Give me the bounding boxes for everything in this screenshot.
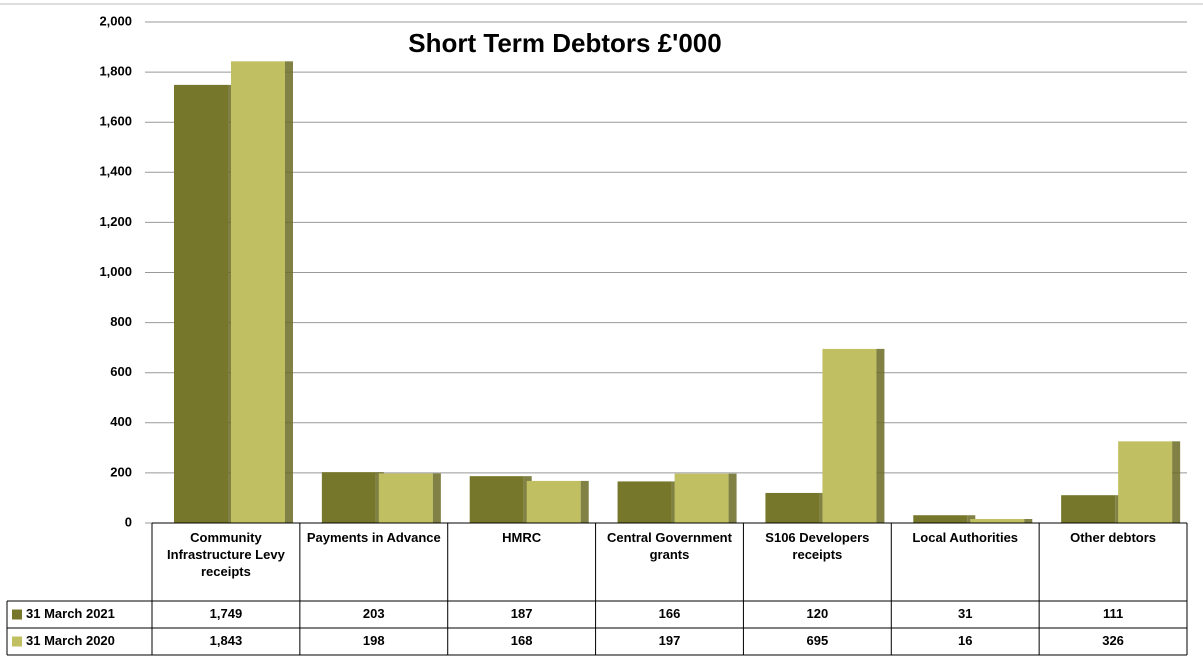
category-cell: S106 Developers receipts bbox=[765, 530, 870, 562]
table-value: 187 bbox=[511, 606, 533, 621]
chart-title: Short Term Debtors £'000 bbox=[408, 28, 721, 58]
x-tick-label: Payments in Advance bbox=[306, 530, 441, 545]
x-tick-label: Other debtors bbox=[1070, 530, 1157, 545]
bar-side bbox=[876, 348, 885, 523]
bar-side bbox=[1172, 441, 1181, 523]
legend-swatch bbox=[12, 609, 22, 620]
y-tick-label: 2,000 bbox=[99, 13, 132, 28]
bar bbox=[469, 476, 524, 523]
legend-swatch bbox=[12, 636, 22, 647]
table-value: 120 bbox=[807, 606, 829, 621]
category-cell: Payments in Advance bbox=[306, 530, 441, 545]
bar-side bbox=[1024, 518, 1033, 523]
bar bbox=[617, 481, 672, 523]
y-tick-label: 1,400 bbox=[99, 164, 132, 179]
x-tick-label: HMRC bbox=[502, 530, 542, 545]
table-value: 1,843 bbox=[210, 633, 243, 648]
table-value: 31 bbox=[958, 606, 972, 621]
bar bbox=[822, 348, 877, 523]
bar bbox=[231, 61, 285, 524]
y-tick-label: 200 bbox=[110, 464, 132, 479]
y-tick-label: 400 bbox=[110, 414, 132, 429]
x-tick-label: Local Authorities bbox=[912, 530, 1019, 545]
y-tick-label: 800 bbox=[110, 314, 132, 329]
y-tick-label: 1,200 bbox=[99, 214, 132, 229]
bar bbox=[1118, 441, 1173, 523]
category-cell: Other debtors bbox=[1070, 530, 1157, 545]
category-cell: Central Government grants bbox=[606, 530, 732, 562]
table-value: 326 bbox=[1102, 633, 1124, 648]
table-value: 695 bbox=[807, 633, 829, 648]
table-value: 168 bbox=[511, 633, 533, 648]
y-tick-label: 1,000 bbox=[99, 264, 132, 279]
bar bbox=[1061, 495, 1116, 523]
bar-side bbox=[580, 480, 589, 523]
x-tick-label: S106 Developers receipts bbox=[765, 530, 870, 562]
table-value: 197 bbox=[659, 633, 681, 648]
bar bbox=[321, 472, 376, 523]
table-value: 198 bbox=[363, 633, 385, 648]
bar-side bbox=[728, 473, 737, 523]
category-cell: Community Infrastructure Levy receipts bbox=[167, 530, 285, 579]
bar bbox=[913, 515, 968, 523]
bar bbox=[674, 473, 729, 523]
category-cell: HMRC bbox=[502, 530, 542, 545]
x-tick-label: Community Infrastructure Levy receipts bbox=[167, 530, 285, 579]
bar bbox=[174, 84, 228, 524]
legend-label: 31 March 2021 bbox=[26, 606, 115, 621]
x-tick-label: Central Government grants bbox=[606, 530, 732, 562]
legend-label: 31 March 2020 bbox=[26, 633, 115, 648]
category-cell: Local Authorities bbox=[912, 530, 1019, 545]
table-value: 16 bbox=[958, 633, 972, 648]
y-tick-label: 1,600 bbox=[99, 114, 132, 129]
y-tick-label: 600 bbox=[110, 364, 132, 379]
table-value: 111 bbox=[1103, 606, 1123, 621]
bar-side bbox=[285, 61, 293, 524]
bar-side bbox=[432, 473, 441, 523]
table-value: 203 bbox=[363, 606, 385, 621]
table-value: 1,749 bbox=[210, 606, 243, 621]
table-value: 166 bbox=[659, 606, 681, 621]
bar bbox=[765, 492, 820, 523]
y-tick-label: 0 bbox=[125, 514, 132, 529]
bar bbox=[526, 480, 581, 523]
y-tick-label: 1,800 bbox=[99, 64, 132, 79]
bar bbox=[378, 473, 433, 523]
bar bbox=[970, 518, 1025, 523]
